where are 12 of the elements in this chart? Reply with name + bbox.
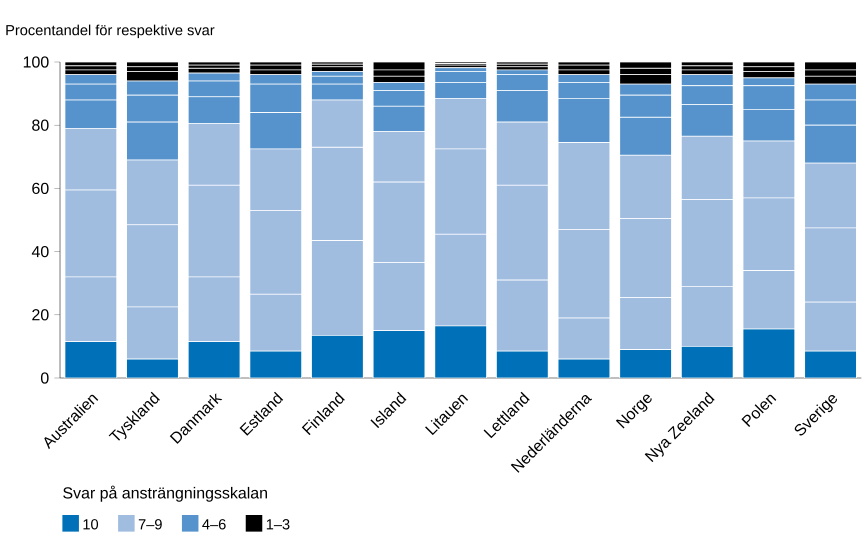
y-tick-label: 80: [32, 120, 49, 131]
y-tick-label: 60: [32, 182, 49, 194]
legend-label: 1–3: [266, 519, 290, 530]
y-tick-label: 20: [32, 309, 49, 320]
legend-label: 7–9: [138, 519, 162, 530]
y-tick-label: 0: [40, 372, 49, 384]
y-axis-title: Procentandel för respektive svar: [6, 24, 214, 38]
legend-label: 10: [83, 519, 98, 530]
legend-title: Svar på ansträngningsskalan: [63, 486, 267, 502]
legend-label: 4–6: [202, 519, 226, 530]
y-tick-label: 100: [24, 56, 49, 68]
y-tick-label: 40: [32, 246, 49, 258]
